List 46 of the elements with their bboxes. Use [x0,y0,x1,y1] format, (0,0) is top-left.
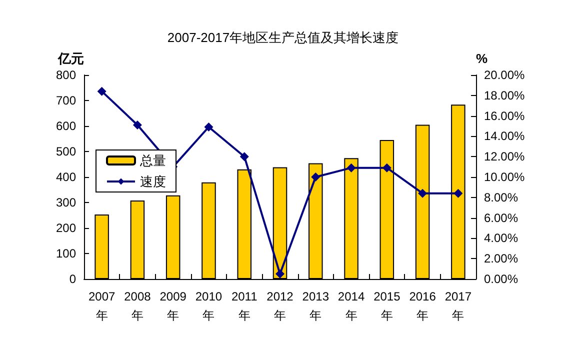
y2-tick-label: 0.00% [484,272,518,286]
x-tick-label: 2008年 [124,290,152,322]
point [418,188,428,198]
point [382,163,392,172]
y2-tick-label: 4.00% [484,231,518,246]
y2-tick-label: 20.00% [484,68,526,82]
x-tick-label: 2013年 [302,290,330,322]
x-tick-label: 2009年 [160,290,187,322]
y-tick-label: 400 [56,170,76,184]
x-tick-label: 2007年 [88,290,116,322]
legend-label: 速度 [140,174,166,189]
y-tick-label: 500 [56,144,76,158]
x-tick-label: 2012年 [266,290,294,322]
y-tick-label: 800 [56,68,76,82]
x-tick-label: 2016年 [409,290,436,322]
y2-tick-label: 18.00% [484,88,526,102]
point [454,188,463,198]
point [240,152,249,162]
x-tick-label: 2011年 [231,290,258,322]
point [311,172,320,182]
y-axis-title: 亿元 [57,51,84,66]
y-tick-label: 0 [69,272,76,286]
y2-tick-label: 8.00% [484,190,518,204]
x-tick-label: 2010年 [195,290,222,322]
y2-tick-label: 16.00% [484,108,526,123]
y-tick-label: 700 [56,94,76,108]
y-tick-label: 200 [56,221,76,235]
x-tick-label: 2014年 [338,290,365,322]
y2-tick-label: 2.00% [484,252,518,266]
legend-label: 总量 [139,153,166,168]
point [97,86,106,96]
point [204,122,214,132]
y2-tick-label: 10.00% [484,170,526,184]
point [276,269,284,278]
point [132,120,142,130]
y-tick-label: 600 [56,119,76,133]
y2-tick-label: 12.00% [484,150,526,164]
x-tick-label: 2015年 [374,290,401,322]
point [346,163,356,172]
x-tick-label: 2017年 [444,290,472,322]
chart-title: 2007-2017年地区生产总值及其增长速度 [167,30,399,45]
y2-tick-label: 6.00% [484,210,518,225]
y2-axis-title: % [476,51,488,66]
y2-tick-label: 14.00% [484,129,526,144]
y-tick-label: 100 [56,246,76,260]
y-tick-label: 300 [56,196,76,210]
